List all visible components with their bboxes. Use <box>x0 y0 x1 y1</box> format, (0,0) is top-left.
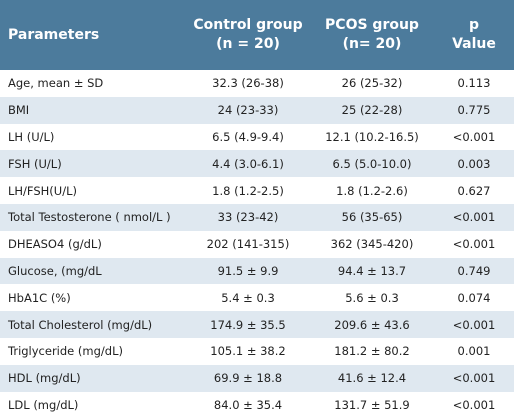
header-parameters: Parameters <box>0 0 186 70</box>
cell-p-value: 0.749 <box>457 263 491 278</box>
cell-parameter: LDL (mg/dL) <box>8 397 79 412</box>
header-control-group: Control group (n = 20) <box>186 0 310 70</box>
cell-p-value: <0.001 <box>452 317 496 332</box>
table-row: FSH (U/L) 4.4 (3.0-6.1) 6.5 (5.0-10.0) 0… <box>0 150 514 178</box>
cell-control: 24 (23-33) <box>217 103 279 118</box>
table-row: HbA1C (%) 5.4 ± 0.3 5.6 ± 0.3 0.074 <box>0 284 514 311</box>
header-pcos-line2: (n= 20) <box>342 36 402 52</box>
cell-parameter: Triglyceride (mg/dL) <box>8 344 123 359</box>
cell-p-value: 0.001 <box>457 344 491 359</box>
cell-parameter: Glucose, (mg/dL <box>8 263 102 278</box>
cell-p-value: 0.003 <box>457 156 491 171</box>
table-header-row: Parameters Control group (n = 20) PCOS g… <box>0 0 514 70</box>
header-p-line1: p <box>468 17 480 33</box>
cell-control: 174.9 ± 35.5 <box>210 317 286 332</box>
header-parameters-label: Parameters <box>8 26 100 43</box>
cell-pcos: 94.4 ± 13.7 <box>337 263 407 278</box>
table-row: Glucose, (mg/dL 91.5 ± 9.9 94.4 ± 13.7 0… <box>0 257 514 285</box>
cell-control: 5.4 ± 0.3 <box>221 290 275 305</box>
cell-control: 33 (23-42) <box>217 210 279 225</box>
table-row: LDL (mg/dL) 84.0 ± 35.4 131.7 ± 51.9 <0.… <box>0 392 514 418</box>
cell-parameter: HDL (mg/dL) <box>8 371 81 386</box>
cell-parameter: Total Cholesterol (mg/dL) <box>8 317 153 332</box>
header-control-line2: (n = 20) <box>216 36 280 52</box>
header-pcos-group: PCOS group (n= 20) <box>310 0 434 70</box>
cell-pcos: 1.8 (1.2-2.6) <box>336 183 408 198</box>
cell-pcos: 362 (345-420) <box>330 237 414 252</box>
cell-parameter: Total Testosterone ( nmol/L ) <box>8 210 171 225</box>
cell-control: 69.9 ± 18.8 <box>213 371 283 386</box>
cell-parameter: LH (U/L) <box>8 129 55 144</box>
cell-pcos: 25 (22-28) <box>341 103 403 118</box>
cell-p-value: <0.001 <box>452 129 496 144</box>
cell-parameter: LH/FSH(U/L) <box>8 183 77 198</box>
cell-p-value: <0.001 <box>452 210 496 225</box>
cell-pcos: 12.1 (10.2-16.5) <box>325 129 419 144</box>
cell-control: 4.4 (3.0-6.1) <box>212 156 284 171</box>
cell-p-value: <0.001 <box>452 397 496 412</box>
cell-parameter: BMI <box>8 103 30 118</box>
cell-control: 84.0 ± 35.4 <box>213 397 283 412</box>
table-row: Total Testosterone ( nmol/L ) 33 (23-42)… <box>0 203 514 231</box>
table-row: HDL (mg/dL) 69.9 ± 18.8 41.6 ± 12.4 <0.0… <box>0 364 514 392</box>
cell-pcos: 5.6 ± 0.3 <box>345 290 399 305</box>
cell-parameter: Age, mean ± SD <box>8 76 104 91</box>
cell-p-value: <0.001 <box>452 371 496 386</box>
cell-control: 6.5 (4.9-9.4) <box>212 129 284 144</box>
cell-p-value: 0.074 <box>457 290 491 305</box>
cell-pcos: 6.5 (5.0-10.0) <box>332 156 412 171</box>
cell-parameter: FSH (U/L) <box>8 156 62 171</box>
table-row: BMI 24 (23-33) 25 (22-28) 0.775 <box>0 96 514 124</box>
table-row: Triglyceride (mg/dL) 105.1 ± 38.2 181.2 … <box>0 338 514 365</box>
cell-pcos: 56 (35-65) <box>341 210 403 225</box>
table-row: DHEASO4 (g/dL) 202 (141-315) 362 (345-42… <box>0 231 514 258</box>
cell-control: 91.5 ± 9.9 <box>217 263 279 278</box>
cell-pcos: 131.7 ± 51.9 <box>334 397 410 412</box>
cell-control: 1.8 (1.2-2.5) <box>212 183 284 198</box>
cell-p-value: 0.627 <box>457 183 491 198</box>
table-row: Age, mean ± SD 32.3 (26-38) 26 (25-32) 0… <box>0 70 514 97</box>
header-p-value: p Value <box>434 0 514 70</box>
cell-control: 32.3 (26-38) <box>212 76 284 91</box>
cell-pcos: 209.6 ± 43.6 <box>334 317 410 332</box>
cell-pcos: 26 (25-32) <box>341 76 403 91</box>
cell-p-value: 0.775 <box>457 103 491 118</box>
cell-pcos: 41.6 ± 12.4 <box>337 371 407 386</box>
header-control-line1: Control group <box>193 17 303 33</box>
table-row: Total Cholesterol (mg/dL) 174.9 ± 35.5 2… <box>0 311 514 338</box>
table-row: LH (U/L) 6.5 (4.9-9.4) 12.1 (10.2-16.5) … <box>0 124 514 151</box>
cell-p-value: <0.001 <box>452 237 496 252</box>
cell-control: 202 (141-315) <box>206 237 290 252</box>
cell-control: 105.1 ± 38.2 <box>210 344 286 359</box>
table-row: LH/FSH(U/L) 1.8 (1.2-2.5) 1.8 (1.2-2.6) … <box>0 177 514 204</box>
cell-parameter: HbA1C (%) <box>8 290 71 305</box>
cell-parameter: DHEASO4 (g/dL) <box>8 237 102 252</box>
header-pcos-line1: PCOS group <box>325 17 419 33</box>
header-p-line2: Value <box>452 36 496 52</box>
cell-pcos: 181.2 ± 80.2 <box>334 344 410 359</box>
cell-p-value: 0.113 <box>457 76 491 91</box>
